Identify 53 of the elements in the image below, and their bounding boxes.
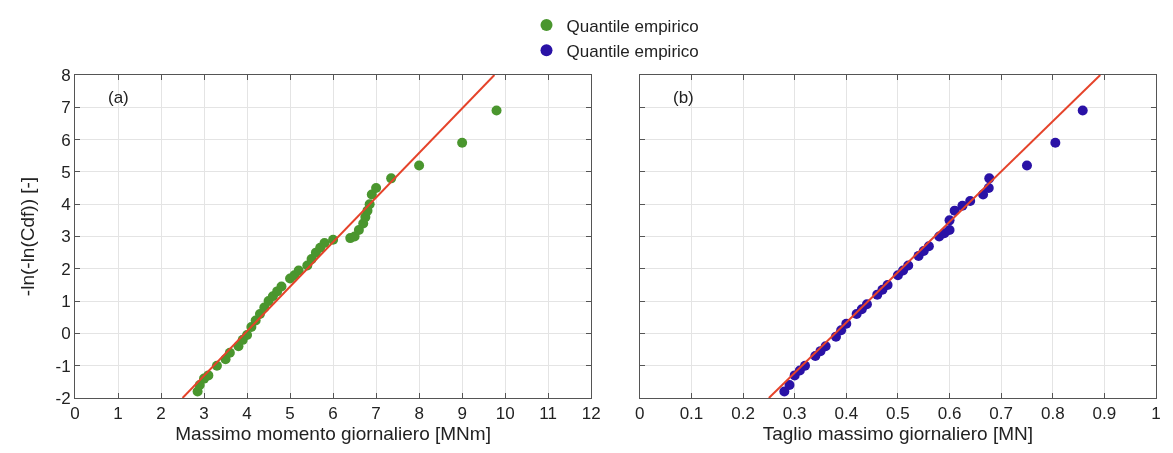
point (457, 137, 468, 148)
x-tick-label: 7 (371, 404, 381, 424)
x-tick-label: 0.6 (937, 404, 962, 424)
x-tick-label: 3 (199, 404, 209, 424)
x-tick-label: 0 (635, 404, 645, 424)
x-tick-label: 0.9 (1092, 404, 1117, 424)
point (414, 160, 425, 171)
point (491, 105, 502, 116)
y-tick-label: 6 (61, 130, 71, 150)
y-tick-label: -2 (55, 388, 71, 408)
x-tick-label: 0.1 (679, 404, 704, 424)
y-tick-label: -1 (55, 356, 71, 376)
x-tick-label: 0.2 (731, 404, 755, 424)
point (371, 183, 382, 194)
x-tick-label: 4 (242, 404, 252, 424)
annotation: (b) (673, 88, 694, 107)
x-tick-label: 0.5 (886, 404, 910, 424)
y-tick-label: 4 (61, 195, 71, 215)
x-tick-label: 2 (156, 404, 166, 424)
point (944, 225, 955, 236)
point (319, 237, 330, 248)
x-tick-label: 10 (495, 404, 515, 424)
y-tick-label: 0 (61, 324, 71, 344)
x-tick-label: 9 (457, 404, 467, 424)
point (1077, 105, 1088, 116)
y-tick-label: 8 (61, 65, 71, 85)
legend-label: Quantile empirico (566, 41, 699, 61)
x-tick-label: 0.8 (1040, 404, 1065, 424)
x-tick-label: 1 (113, 404, 123, 424)
x-tick-label: 6 (328, 404, 338, 424)
y-tick-label: 1 (61, 292, 71, 312)
point (276, 281, 287, 292)
x-tick-label: 8 (414, 404, 424, 424)
y-tick-label: 7 (61, 98, 71, 118)
y-tick-label: 5 (61, 162, 71, 182)
x-tick-label: 12 (581, 404, 601, 424)
x-tick-label: 0.3 (782, 404, 807, 424)
x-tick-label: 1 (1151, 404, 1161, 424)
x-tick-label: 5 (285, 404, 295, 424)
point (1050, 137, 1061, 148)
x-tick-label: 11 (539, 404, 557, 424)
y-tick-label: 3 (61, 227, 71, 247)
legend-label: Quantile empirico (566, 16, 699, 36)
x-tick-label: 0.7 (989, 404, 1013, 424)
y-axis-title: -ln(-ln(Cdf)) [-] (17, 176, 39, 297)
x-axis-title: Massimo momento giornaliero [MNm] (175, 423, 491, 445)
point (1021, 160, 1032, 171)
x-tick-label: 0.4 (834, 404, 859, 424)
x-axis-title: Taglio massimo giornaliero [MN] (762, 423, 1034, 445)
y-tick-label: 2 (61, 259, 71, 279)
point (293, 265, 304, 276)
point (784, 380, 795, 391)
annotation: (a) (108, 88, 129, 107)
